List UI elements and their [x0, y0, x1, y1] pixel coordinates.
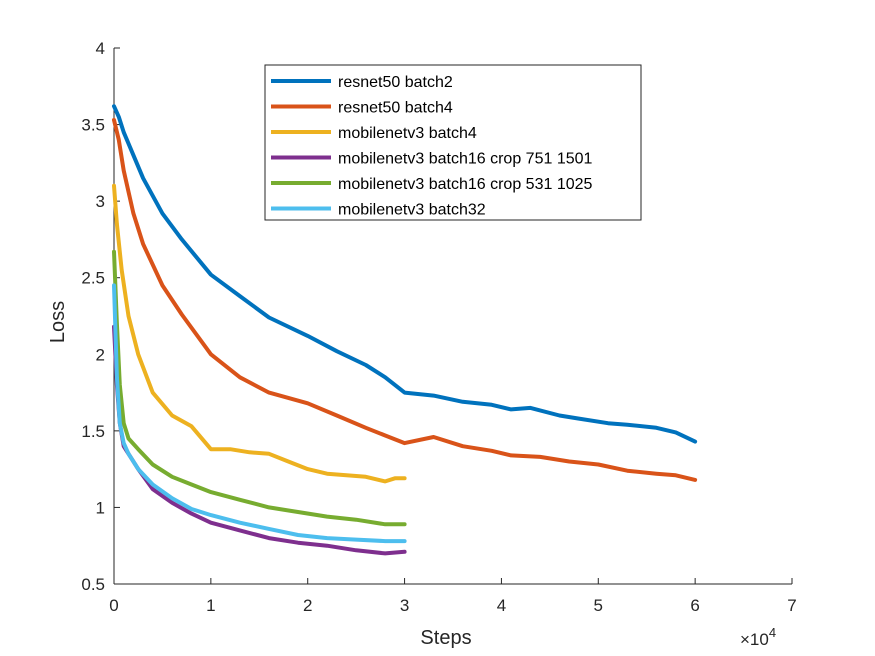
y-tick-label: 1.5 [81, 422, 105, 441]
x-multiplier-base: ×10 [740, 630, 769, 649]
legend-label: mobilenetv3 batch16 crop 531 1025 [338, 176, 593, 193]
x-axis-label: Steps [420, 627, 471, 649]
x-multiplier-exponent: 4 [769, 625, 776, 640]
y-ticks: 0.5 1 1.5 2 2.5 3 3.5 4 [81, 39, 120, 594]
y-tick-label: 4 [96, 39, 105, 58]
x-tick-label: 2 [303, 596, 312, 615]
x-tick-label: 0 [109, 596, 118, 615]
legend-label: resnet50 batch4 [338, 100, 453, 117]
series-line-0 [112, 104, 698, 444]
y-tick-label: 3.5 [81, 116, 105, 135]
x-tick-label: 4 [497, 596, 506, 615]
y-tick-label: 2 [96, 345, 105, 364]
x-ticks: 0 1 2 3 4 5 6 7 [109, 578, 797, 615]
legend-items: resnet50 batch2 resnet50 batch4 mobilenetv… [271, 74, 593, 219]
series-lines [112, 104, 698, 556]
y-tick-label: 3 [96, 192, 105, 211]
legend-label: mobilenetv3 batch16 crop 751 1501 [338, 151, 593, 168]
x-tick-label: 5 [594, 596, 603, 615]
legend-label: resnet50 batch2 [338, 74, 453, 91]
series-line-5 [112, 283, 407, 544]
legend: resnet50 batch2 resnet50 batch4 mobilenetv… [264, 64, 642, 221]
legend-box [264, 64, 642, 221]
x-tick-label: 7 [787, 596, 796, 615]
series-line-1 [112, 118, 698, 482]
x-tick-label: 6 [690, 596, 699, 615]
x-multiplier: ×104 [740, 625, 776, 649]
series-line-2 [112, 183, 407, 484]
y-tick-label: 0.5 [81, 575, 105, 594]
legend-label: mobilenetv3 batch4 [338, 125, 477, 142]
y-tick-label: 2.5 [81, 269, 105, 288]
y-tick-label: 1 [96, 498, 105, 517]
legend-label: mobilenetv3 batch32 [338, 202, 486, 219]
y-axis-label: Loss [47, 301, 69, 343]
x-tick-label: 3 [400, 596, 409, 615]
x-tick-label: 1 [206, 596, 215, 615]
series-line-4 [112, 249, 407, 527]
